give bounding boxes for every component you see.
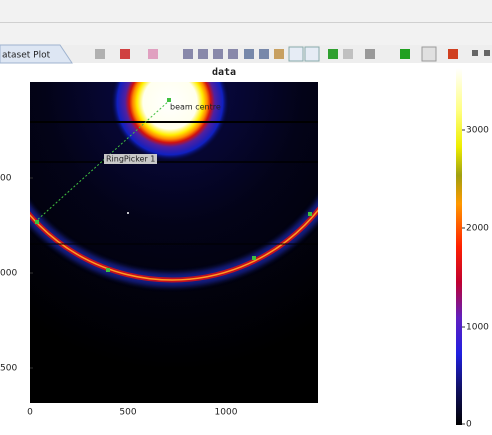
y-tick-label: 00 (0, 174, 12, 184)
tool-button[interactable] (289, 47, 303, 61)
toolbar (95, 47, 490, 61)
plot-title: data (212, 67, 236, 78)
tool-button[interactable] (343, 49, 353, 59)
page: ataset Plot data (0, 0, 492, 431)
colorbar-axis: 3000 2000 1000 0 (462, 126, 489, 430)
tool-button[interactable] (274, 49, 284, 59)
tool-button[interactable] (422, 47, 436, 61)
tool-button[interactable] (305, 47, 319, 61)
y-tick-label: 000 (0, 269, 17, 279)
tool-button[interactable] (120, 49, 130, 59)
colorbar-tick-label: 2000 (466, 224, 489, 234)
tool-button[interactable] (198, 49, 208, 59)
x-tick-label: 0 (27, 408, 33, 418)
screen: ataset Plot data (0, 0, 492, 431)
tool-button[interactable] (484, 50, 490, 56)
menu-bar (0, 0, 492, 22)
x-axis: 0 500 1000 (27, 408, 238, 418)
beam-centre-label: beam centre (170, 103, 221, 112)
colorbar-tick-label: 1000 (466, 323, 489, 333)
x-tick-label: 500 (119, 408, 136, 418)
tool-button[interactable] (259, 49, 269, 59)
tool-button[interactable] (183, 49, 193, 59)
tool-button[interactable] (328, 49, 338, 59)
top-bar (0, 23, 492, 45)
colorbar-tick-label: 3000 (466, 126, 489, 136)
tab-title: ataset Plot (2, 51, 51, 61)
tool-button[interactable] (400, 49, 410, 59)
tool-button[interactable] (95, 49, 105, 59)
tool-button[interactable] (213, 49, 223, 59)
tool-button[interactable] (365, 49, 375, 59)
tool-button[interactable] (472, 50, 478, 56)
x-tick-label: 1000 (215, 408, 238, 418)
tool-button[interactable] (244, 49, 254, 59)
tool-button[interactable] (228, 49, 238, 59)
ring-picker-label: RingPicker 1 (106, 155, 155, 164)
tool-button[interactable] (148, 49, 158, 59)
y-axis: 00 000 500 (0, 174, 33, 374)
tool-button[interactable] (448, 49, 458, 59)
colorbar (456, 68, 462, 425)
colorbar-tick-label: 0 (466, 420, 472, 430)
y-tick-label: 500 (0, 364, 17, 374)
